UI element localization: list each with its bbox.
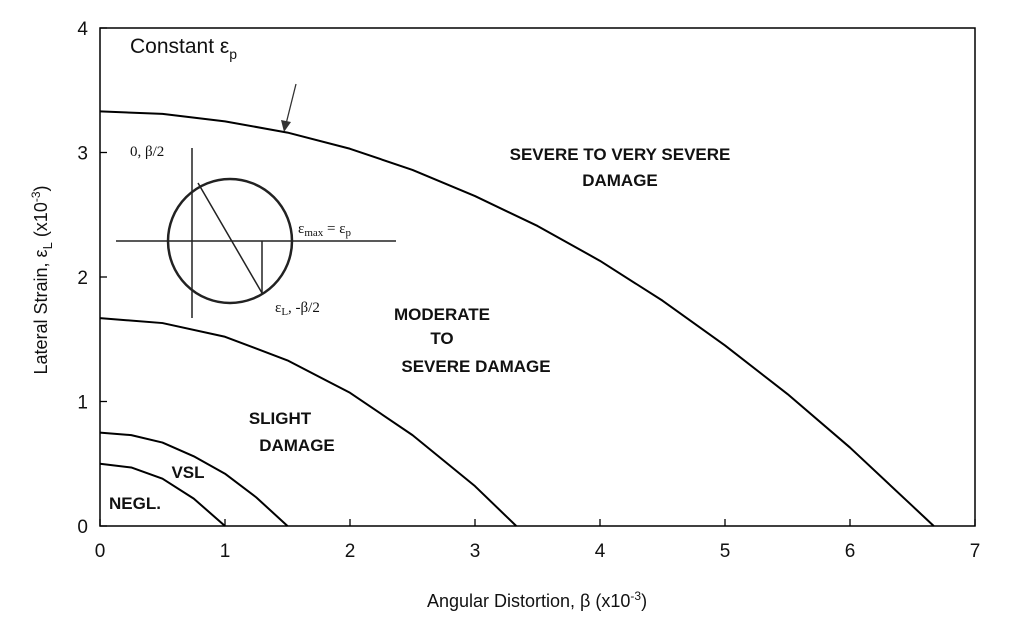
inset-label-text: ε [298, 221, 304, 237]
inset-label: εmax = εp [298, 221, 352, 239]
inset-label-text: = ε [323, 221, 345, 237]
x-axis-label-text: Angular Distortion, β (x10 [427, 591, 630, 611]
region-label: VSL [171, 463, 204, 482]
inset-label-text: , -β/2 [288, 300, 320, 316]
x-tick-label: 0 [95, 541, 106, 562]
damage-curve [99, 317, 517, 527]
curve-label-text: Constant ε [130, 35, 229, 58]
x-tick-label: 7 [970, 541, 981, 562]
damage-curve [99, 110, 935, 527]
curve-label-sub: p [229, 46, 237, 62]
region-label: NEGL. [109, 494, 161, 513]
damage-curve [99, 431, 289, 527]
y-axis-label-text: ) [31, 185, 51, 191]
plot-frame [99, 27, 976, 527]
region-label: MODERATE [394, 305, 490, 324]
inset-label: εL, -β/2 [275, 300, 320, 318]
x-axis-label-sup: -3 [630, 589, 641, 603]
region-label: DAMAGE [582, 171, 658, 190]
y-tick-label: 4 [77, 19, 88, 40]
region-label: SLIGHT [249, 409, 312, 428]
y-axis-label-text: Lateral Strain, ε [31, 249, 51, 374]
y-axis-label-sub: L [40, 242, 55, 249]
inset-label-sub: L [281, 306, 288, 318]
mohr-inset [116, 148, 396, 318]
y-axis-label: Lateral Strain, εL (x10-3) [29, 185, 55, 374]
inset-label-text: 0, β/2 [130, 144, 164, 160]
x-tick-label: 5 [720, 541, 731, 562]
x-tick-label: 6 [845, 541, 856, 562]
inset-label-text: ε [275, 300, 281, 316]
region-label: SEVERE DAMAGE [401, 357, 550, 376]
region-label: DAMAGE [259, 436, 335, 455]
y-axis-label-sup: -3 [29, 191, 43, 202]
arrow-head [281, 120, 291, 132]
y-tick-label: 2 [77, 268, 88, 289]
x-tick-label: 4 [595, 541, 606, 562]
x-tick-label: 3 [470, 541, 481, 562]
inset-label: 0, β/2 [130, 144, 164, 160]
x-tick-label: 1 [220, 541, 231, 562]
inset-label-sub: max [304, 227, 323, 239]
damage-curve [99, 462, 226, 527]
region-label: SEVERE TO VERY SEVERE [510, 145, 731, 164]
annotation-arrow [285, 83, 297, 125]
curve-label: Constant εp [130, 35, 237, 62]
x-axis-label-text: ) [641, 591, 647, 611]
region-label: TO [430, 329, 453, 348]
y-axis-label-text: (x10 [31, 202, 51, 242]
y-tick-label: 0 [77, 517, 88, 538]
y-tick-label: 1 [77, 393, 88, 414]
inset-label-sub: p [346, 227, 352, 239]
x-tick-label: 2 [345, 541, 356, 562]
x-axis-label: Angular Distortion, β (x10-3) [427, 589, 647, 611]
y-tick-label: 3 [77, 144, 88, 165]
